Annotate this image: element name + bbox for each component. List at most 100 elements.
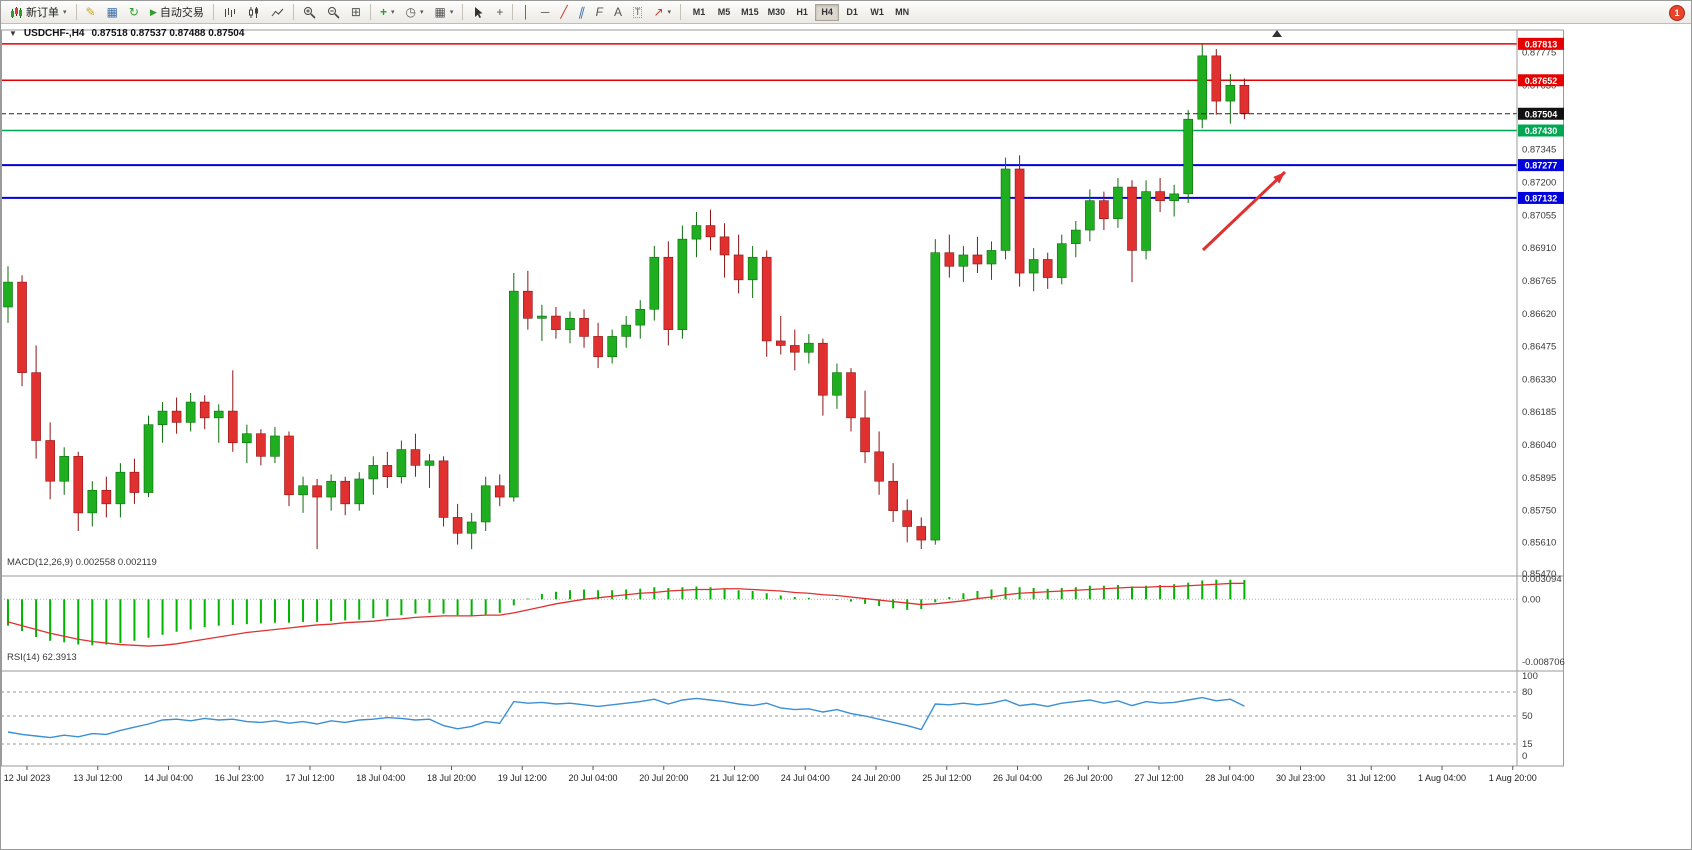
refresh-button[interactable]: ↻: [124, 3, 144, 22]
cursor-button[interactable]: [467, 3, 490, 22]
time-axis[interactable]: [26, 766, 1514, 770]
tile-windows-button[interactable]: ⊞: [346, 3, 366, 22]
rsi-label: RSI(14) 62.3913: [7, 652, 77, 663]
zoom-in-button[interactable]: [298, 3, 321, 22]
line-chart-button[interactable]: [266, 3, 289, 22]
vertical-line-button[interactable]: │: [517, 3, 535, 22]
svg-text:0: 0: [1522, 751, 1527, 762]
one-click-trading-toggle[interactable]: ▼: [9, 29, 17, 38]
svg-text:12 Jul 2023: 12 Jul 2023: [4, 773, 51, 783]
bar-chart-button[interactable]: [218, 3, 241, 22]
timeframe-W1[interactable]: W1: [865, 4, 889, 21]
chevron-down-icon: ▾: [419, 9, 424, 16]
market-watch-button[interactable]: ▦: [102, 3, 123, 22]
timeframe-H4[interactable]: H4: [815, 3, 840, 21]
svg-text:0.87055: 0.87055: [1522, 210, 1556, 221]
text-icon: A: [613, 5, 622, 19]
rsi-name: RSI(14): [7, 652, 40, 663]
horizontal-line-icon: ─: [540, 5, 550, 19]
new-order-button[interactable]: 新订单 ▾: [5, 3, 72, 22]
pencil-icon: ✎: [85, 5, 96, 19]
text-button[interactable]: A: [609, 3, 627, 22]
svg-text:0.87813: 0.87813: [1525, 39, 1558, 49]
chart-shift-marker[interactable]: [1272, 30, 1282, 37]
trendline-icon: ╱: [560, 5, 568, 19]
timeframe-D1[interactable]: D1: [840, 4, 864, 21]
rsi-pane[interactable]: [1, 691, 1517, 745]
current-price-label: [1518, 107, 1564, 120]
crosshair-button[interactable]: +: [491, 3, 508, 22]
bar-chart-icon: [224, 7, 235, 17]
svg-text:0.87200: 0.87200: [1522, 178, 1556, 189]
toolbar-separator: [512, 4, 514, 20]
toolbar-separator: [680, 4, 682, 20]
arrows-button[interactable]: ↗ ▾: [648, 3, 676, 22]
notification-badge[interactable]: 1: [1669, 5, 1685, 21]
channel-button[interactable]: ∥: [574, 3, 590, 22]
price-label-0.87132: [1518, 191, 1564, 204]
svg-text:0.86475: 0.86475: [1522, 342, 1556, 353]
crosshair-icon: +: [496, 5, 504, 19]
toolbar-separator: [75, 4, 77, 20]
svg-text:31 Jul 12:00: 31 Jul 12:00: [1347, 773, 1396, 783]
fibonacci-button[interactable]: F: [591, 3, 608, 22]
price-label-0.87813: [1518, 37, 1564, 50]
label-icon: T: [632, 6, 643, 18]
price-label-0.87277: [1518, 159, 1564, 172]
main-pane[interactable]: [1, 43, 1517, 550]
arrows-icon: ↗: [653, 5, 664, 19]
svg-text:26 Jul 20:00: 26 Jul 20:00: [1064, 773, 1113, 783]
refresh-icon: ↻: [128, 5, 139, 19]
svg-text:21 Jul 12:00: 21 Jul 12:00: [710, 773, 759, 783]
toolbar-separator: [292, 4, 294, 20]
macd-values: 0.002558 0.002119: [75, 557, 157, 568]
auto-trading-button[interactable]: ▶ 自动交易: [145, 3, 209, 22]
macd-pane[interactable]: [1, 579, 1517, 647]
macd-label: MACD(12,26,9) 0.002558 0.002119: [7, 557, 157, 568]
svg-text:0.86765: 0.86765: [1522, 276, 1556, 287]
rsi-value: 62.3913: [42, 652, 77, 663]
trend-arrow[interactable]: [1201, 170, 1287, 252]
svg-text:0.86910: 0.86910: [1522, 243, 1556, 254]
svg-text:14 Jul 04:00: 14 Jul 04:00: [144, 773, 193, 783]
new-order-icon: [11, 6, 22, 18]
chart-area[interactable]: 0.877750.876300.873450.872000.870550.869…: [1, 24, 1566, 789]
macd-name: MACD(12,26,9): [7, 557, 73, 568]
timeframe-H1[interactable]: H1: [790, 4, 814, 21]
indicator-plus-icon: +: [379, 5, 387, 19]
timeframe-M15[interactable]: M15: [737, 4, 763, 21]
svg-text:0.87277: 0.87277: [1525, 161, 1558, 171]
svg-text:0.003094: 0.003094: [1522, 574, 1562, 585]
indicators-button[interactable]: + ▾: [375, 3, 400, 22]
timeframe-M30[interactable]: M30: [764, 4, 790, 21]
svg-text:-0.008706: -0.008706: [1522, 657, 1565, 668]
svg-text:28 Jul 04:00: 28 Jul 04:00: [1205, 773, 1254, 783]
templates-button[interactable]: ▦ ▾: [430, 3, 459, 22]
horizontal-line-button[interactable]: ─: [536, 3, 555, 22]
trendline-button[interactable]: ╱: [555, 3, 572, 22]
svg-text:24 Jul 04:00: 24 Jul 04:00: [781, 773, 830, 783]
label-button[interactable]: T: [628, 3, 648, 22]
zoom-out-button[interactable]: [322, 3, 345, 22]
metaeditor-button[interactable]: ✎: [81, 3, 101, 22]
svg-text:0.86040: 0.86040: [1522, 440, 1556, 451]
svg-text:0.85470: 0.85470: [1522, 569, 1556, 580]
chart-canvas[interactable]: 0.877750.876300.873450.872000.870550.869…: [1, 24, 1566, 789]
svg-text:0.86330: 0.86330: [1522, 374, 1556, 385]
new-order-label: 新订单: [26, 7, 59, 19]
svg-text:1 Aug 04:00: 1 Aug 04:00: [1418, 773, 1466, 783]
fibonacci-icon: F: [595, 5, 603, 19]
svg-text:0.87652: 0.87652: [1525, 76, 1558, 86]
vertical-line-icon: │: [522, 5, 530, 19]
macd-signal-line: [7, 582, 1245, 647]
periods-button[interactable]: ◷ ▾: [401, 3, 429, 22]
timeframe-M5[interactable]: M5: [712, 4, 736, 21]
rsi-line: [7, 696, 1245, 739]
timeframe-M1[interactable]: M1: [687, 4, 711, 21]
timeframe-MN[interactable]: MN: [890, 4, 914, 21]
svg-text:80: 80: [1522, 687, 1533, 698]
candlestick-chart-button[interactable]: [242, 3, 265, 22]
trend-arrow-head: [1273, 172, 1285, 184]
svg-text:0.87345: 0.87345: [1522, 145, 1556, 156]
auto-trading-label: 自动交易: [159, 7, 204, 19]
